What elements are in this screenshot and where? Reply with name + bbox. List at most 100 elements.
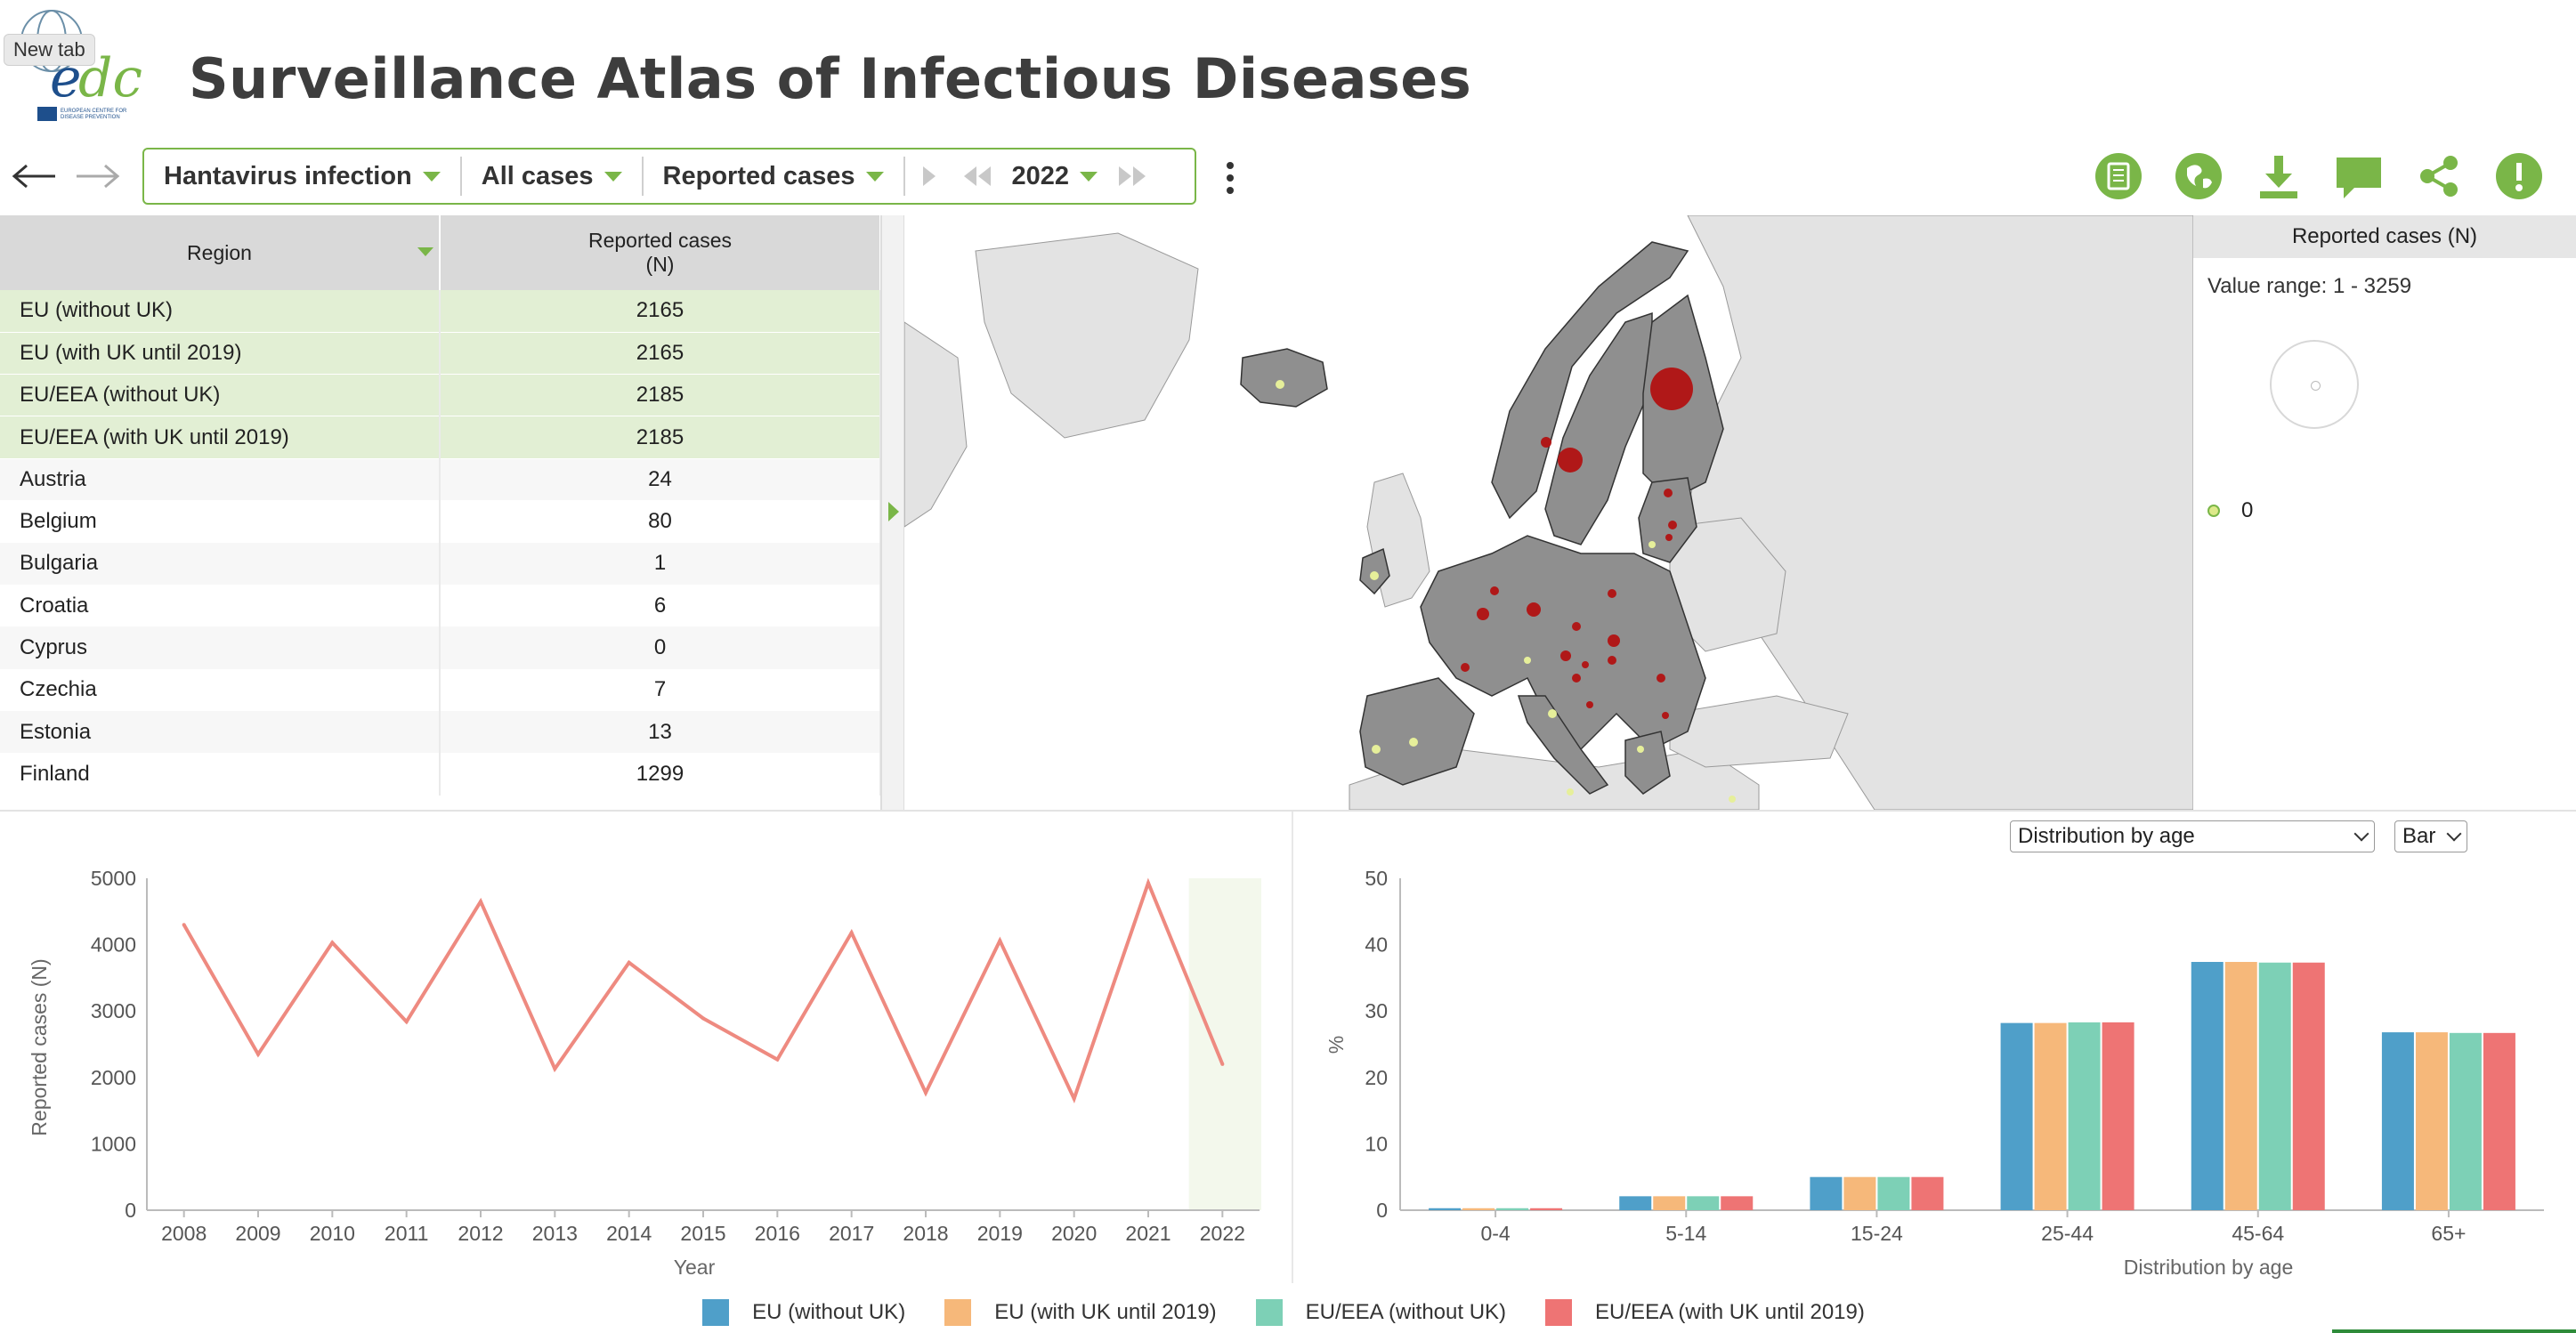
forward-button[interactable] <box>73 157 121 196</box>
netherlands-marker[interactable] <box>1490 586 1499 595</box>
line-x-tick-label: 2021 <box>1125 1222 1171 1245</box>
table-row[interactable]: Czechia 7 <box>0 668 880 711</box>
age-bar[interactable] <box>1687 1196 1720 1210</box>
reported-cases-cell: 2165 <box>440 290 880 333</box>
year-dropdown[interactable]: 2022 <box>1001 149 1109 203</box>
age-bar[interactable] <box>1496 1208 1529 1210</box>
legend-item-series[interactable]: EU (without UK) <box>702 1299 905 1326</box>
expand-arrow-icon[interactable] <box>888 502 899 521</box>
germany-marker[interactable] <box>1527 602 1541 617</box>
poland-marker[interactable] <box>1608 589 1616 598</box>
share-button[interactable] <box>2412 149 2466 203</box>
table-row[interactable]: Croatia 6 <box>0 585 880 627</box>
region-name-cell: Finland <box>0 753 441 796</box>
spain-zero-marker[interactable] <box>1409 738 1418 747</box>
romania-marker[interactable] <box>1657 674 1665 683</box>
download-button[interactable] <box>2252 149 2305 203</box>
filter-bar: Hantavirus infection All cases Reported … <box>142 148 1196 205</box>
table-row[interactable]: Austria 24 <box>0 458 880 501</box>
page-title: Surveillance Atlas of Infectious Disease… <box>189 46 1472 111</box>
back-button[interactable] <box>11 157 59 196</box>
cyprus-zero-marker[interactable] <box>1729 796 1736 803</box>
region-header-label: Region <box>187 240 252 264</box>
distribution-select[interactable]: Distribution by age <box>2010 820 2375 852</box>
finland-marker[interactable] <box>1650 368 1693 410</box>
czechia-marker[interactable] <box>1572 622 1581 631</box>
table-row[interactable]: Finland 1299 <box>0 753 880 796</box>
belgium-marker[interactable] <box>1477 608 1489 620</box>
table-row[interactable]: Cyprus 0 <box>0 626 880 669</box>
population-dropdown[interactable]: All cases <box>462 149 642 203</box>
greece-zero-marker[interactable] <box>1637 746 1644 753</box>
table-row[interactable]: EU/EEA (without UK) 2185 <box>0 374 880 417</box>
table-row[interactable]: Belgium 80 <box>0 500 880 543</box>
latvia-marker[interactable] <box>1668 521 1677 529</box>
slovakia-marker[interactable] <box>1608 634 1620 647</box>
table-row[interactable]: EU (without UK) 2165 <box>0 290 880 333</box>
table-row[interactable]: Estonia 13 <box>0 710 880 754</box>
age-bar[interactable] <box>2034 1022 2067 1210</box>
age-bar[interactable] <box>2258 962 2291 1210</box>
france-marker[interactable] <box>1461 663 1470 672</box>
value-column-header[interactable]: Reported cases (N) <box>440 215 880 290</box>
age-bar[interactable] <box>2449 1032 2482 1210</box>
lithuania-marker[interactable] <box>1665 534 1673 541</box>
age-bar[interactable] <box>2415 1032 2448 1210</box>
previous-year-button[interactable] <box>953 149 1001 203</box>
age-bar[interactable] <box>1911 1176 1944 1210</box>
indicator-dropdown[interactable]: Reported cases <box>644 149 903 203</box>
austria-marker[interactable] <box>1560 650 1571 661</box>
estonia-marker[interactable] <box>1664 489 1673 497</box>
age-bar[interactable] <box>2483 1032 2515 1210</box>
age-bar[interactable] <box>1810 1176 1843 1210</box>
next-year-button[interactable] <box>1108 149 1156 203</box>
more-options-button[interactable] <box>1221 158 1239 198</box>
globe-button[interactable] <box>2172 149 2225 203</box>
lithuania-zero-marker[interactable] <box>1648 541 1656 548</box>
table-row[interactable]: EU (with UK until 2019) 2165 <box>0 332 880 376</box>
croatia-marker[interactable] <box>1572 674 1581 683</box>
book-button[interactable] <box>2092 149 2145 203</box>
age-bar[interactable] <box>2000 1022 2033 1210</box>
bulgaria-marker[interactable] <box>1662 712 1669 719</box>
age-bar[interactable] <box>2292 962 2325 1210</box>
disease-dropdown[interactable]: Hantavirus infection <box>144 149 460 203</box>
age-bar[interactable] <box>2068 1022 2101 1210</box>
age-bar[interactable] <box>1619 1196 1652 1210</box>
age-bar[interactable] <box>2224 961 2257 1210</box>
chart-type-select[interactable]: Bar <box>2394 820 2467 852</box>
age-bar[interactable] <box>1530 1208 1563 1210</box>
comment-button[interactable] <box>2332 149 2386 203</box>
table-row[interactable]: EU/EEA (with UK until 2019) 2185 <box>0 416 880 459</box>
malta-zero-marker[interactable] <box>1567 788 1574 796</box>
age-bar[interactable] <box>1877 1176 1910 1210</box>
ireland-zero-marker[interactable] <box>1370 571 1379 580</box>
luxembourg-zero-marker[interactable] <box>1524 657 1531 664</box>
slovenia-marker[interactable] <box>1582 661 1589 668</box>
ecdc-logo[interactable]: e dc EUROPEAN CENTRE FOR DISEASE PREVENT… <box>12 7 146 127</box>
age-bar[interactable] <box>1653 1196 1686 1210</box>
legend-item-series[interactable]: EU (with UK until 2019) <box>944 1299 1217 1326</box>
legend-item-series[interactable]: EU/EEA (with UK until 2019) <box>1545 1299 1865 1326</box>
age-bar[interactable] <box>2102 1022 2135 1210</box>
panel-splitter[interactable] <box>881 215 904 810</box>
italy-marker[interactable] <box>1586 701 1593 708</box>
sweden-marker[interactable] <box>1558 448 1583 473</box>
region-column-header[interactable]: Region <box>0 215 441 290</box>
norway-marker[interactable] <box>1541 437 1551 448</box>
age-bar[interactable] <box>2191 961 2224 1210</box>
age-bar[interactable] <box>1721 1196 1754 1210</box>
table-row[interactable]: Bulgaria 1 <box>0 542 880 586</box>
legend-item-series[interactable]: EU/EEA (without UK) <box>1255 1299 1506 1326</box>
age-bar[interactable] <box>1429 1208 1462 1210</box>
iceland-zero-marker[interactable] <box>1276 380 1284 389</box>
age-bar[interactable] <box>1462 1208 1495 1210</box>
age-bar[interactable] <box>1843 1176 1876 1210</box>
italy-zero-marker[interactable] <box>1548 709 1557 718</box>
europe-map[interactable] <box>904 215 2193 810</box>
portugal-zero-marker[interactable] <box>1372 745 1381 754</box>
play-button[interactable] <box>905 149 953 203</box>
hungary-marker[interactable] <box>1608 656 1616 665</box>
alert-button[interactable] <box>2492 149 2546 203</box>
age-bar[interactable] <box>2381 1032 2414 1210</box>
